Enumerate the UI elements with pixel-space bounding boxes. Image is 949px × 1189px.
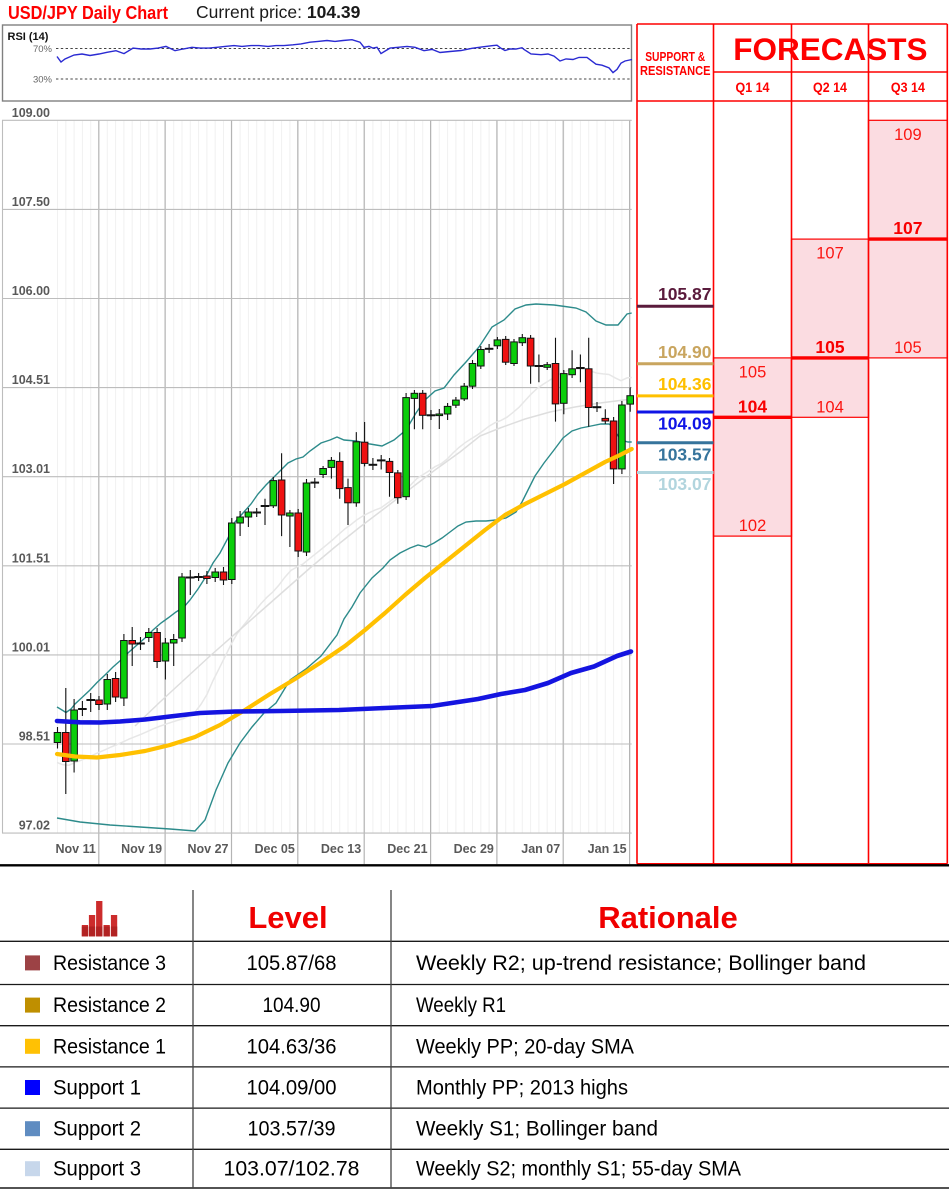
svg-text:30%: 30%: [33, 75, 53, 86]
svg-text:104: 104: [816, 398, 844, 416]
svg-text:107: 107: [893, 218, 922, 238]
svg-text:Resistance 2: Resistance 2: [53, 994, 166, 1017]
svg-text:104.63/36: 104.63/36: [247, 1035, 337, 1058]
svg-text:105: 105: [815, 337, 844, 357]
svg-text:Dec 13: Dec 13: [321, 842, 361, 856]
svg-text:Jan 07: Jan 07: [521, 842, 560, 856]
svg-text:Support 1: Support 1: [53, 1077, 141, 1100]
svg-text:101.51: 101.51: [12, 551, 50, 565]
svg-text:RESISTANCE: RESISTANCE: [640, 63, 711, 78]
svg-text:105.87: 105.87: [658, 284, 712, 304]
svg-text:Monthly PP; 2013 highs: Monthly PP; 2013 highs: [416, 1077, 628, 1100]
svg-text:Weekly S2; monthly S1; 55-day: Weekly S2; monthly S1; 55-day SMA: [416, 1158, 741, 1181]
svg-text:Dec 21: Dec 21: [387, 842, 427, 856]
svg-text:104: 104: [738, 396, 767, 416]
svg-text:100.01: 100.01: [12, 640, 50, 654]
svg-text:FORECASTS: FORECASTS: [733, 31, 927, 67]
svg-text:Jan 15: Jan 15: [588, 842, 627, 856]
svg-text:102: 102: [739, 517, 767, 535]
svg-text:Nov 19: Nov 19: [121, 842, 162, 856]
svg-text:104.09: 104.09: [658, 414, 712, 434]
svg-text:103.07/102.78: 103.07/102.78: [224, 1158, 360, 1181]
svg-text:109: 109: [894, 126, 922, 144]
svg-text:USD/JPY Daily Chart: USD/JPY Daily Chart: [8, 2, 168, 23]
svg-text:98.51: 98.51: [19, 730, 50, 744]
svg-text:107: 107: [816, 245, 844, 263]
svg-text:Resistance 3: Resistance 3: [53, 952, 166, 975]
svg-text:103.07: 103.07: [658, 474, 712, 494]
svg-text:106.00: 106.00: [12, 284, 50, 298]
svg-text:103.01: 103.01: [12, 462, 50, 476]
svg-text:Resistance 1: Resistance 1: [53, 1035, 166, 1058]
svg-text:Support 2: Support 2: [53, 1118, 141, 1141]
svg-text:104.90: 104.90: [263, 994, 321, 1017]
svg-text:RSI (14): RSI (14): [8, 31, 49, 43]
svg-text:Q1 14: Q1 14: [736, 80, 770, 95]
svg-text:Dec 29: Dec 29: [454, 842, 494, 856]
svg-text:104.90: 104.90: [658, 342, 712, 362]
svg-text:Q3 14: Q3 14: [891, 80, 925, 95]
svg-text:103.57/39: 103.57/39: [248, 1118, 336, 1141]
svg-text:Nov 11: Nov 11: [55, 842, 95, 856]
svg-text:70%: 70%: [33, 44, 53, 55]
svg-text:Dec 05: Dec 05: [254, 842, 294, 856]
svg-text:Q2 14: Q2 14: [813, 80, 847, 95]
svg-text:Weekly R1: Weekly R1: [416, 994, 506, 1017]
svg-text:Nov 27: Nov 27: [188, 842, 229, 856]
svg-text:109.00: 109.00: [12, 106, 50, 120]
svg-text:Rationale: Rationale: [598, 900, 738, 935]
svg-text:105.87/68: 105.87/68: [247, 952, 337, 975]
svg-text:Level: Level: [248, 900, 327, 935]
svg-text:103.57: 103.57: [658, 444, 712, 464]
svg-text:105: 105: [739, 363, 767, 381]
svg-text:104.51: 104.51: [12, 373, 50, 387]
svg-text:104.36: 104.36: [658, 374, 712, 394]
svg-text:104.09/00: 104.09/00: [247, 1077, 337, 1100]
svg-text:Weekly PP; 20-day SMA: Weekly PP; 20-day SMA: [416, 1035, 634, 1058]
svg-text:105: 105: [894, 339, 922, 357]
svg-text:Current price: 104.39: Current price: 104.39: [196, 2, 361, 22]
svg-text:Weekly R2; up-trend resistance: Weekly R2; up-trend resistance; Bollinge…: [416, 952, 866, 975]
svg-text:SUPPORT &: SUPPORT &: [645, 49, 705, 64]
svg-text:Weekly S1; Bollinger band: Weekly S1; Bollinger band: [416, 1118, 658, 1141]
svg-text:Support 3: Support 3: [53, 1158, 141, 1181]
svg-text:97.02: 97.02: [19, 819, 50, 833]
svg-text:107.50: 107.50: [12, 195, 50, 209]
